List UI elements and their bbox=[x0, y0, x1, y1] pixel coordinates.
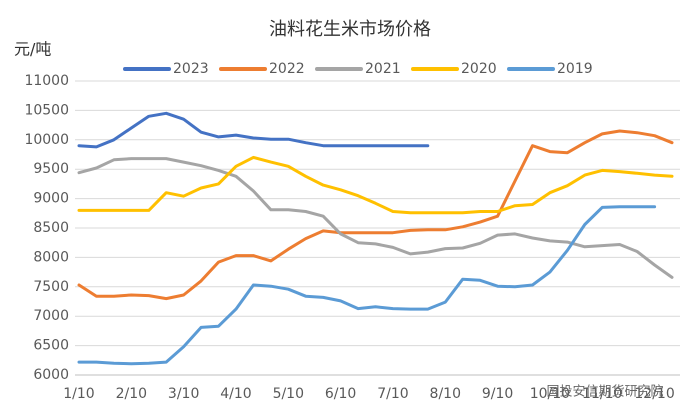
x-tick-label: 2/10 bbox=[116, 386, 147, 402]
x-tick-label: 3/10 bbox=[168, 386, 199, 402]
legend-label: 2019 bbox=[557, 61, 593, 77]
y-axis-label: 元/吨 bbox=[14, 40, 51, 59]
y-tick-label: 8500 bbox=[33, 220, 69, 236]
x-tick-label: 8/10 bbox=[430, 386, 461, 402]
x-tick-label: 4/10 bbox=[220, 386, 251, 402]
y-tick-label: 9000 bbox=[33, 191, 69, 207]
x-tick-label: 6/10 bbox=[325, 386, 356, 402]
series-line bbox=[77, 111, 430, 149]
watermark: 国投安信期货研究院 bbox=[546, 384, 663, 400]
legend-label: 2020 bbox=[461, 61, 497, 77]
y-tick-label: 8000 bbox=[33, 249, 69, 265]
y-tick-label: 10000 bbox=[24, 132, 69, 148]
y-tick-label: 6500 bbox=[33, 338, 69, 354]
y-tick-label: 7000 bbox=[33, 308, 69, 324]
y-tick-label: 7500 bbox=[33, 279, 69, 295]
y-tick-label: 6000 bbox=[33, 367, 69, 383]
y-tick-label: 9500 bbox=[33, 161, 69, 177]
x-tick-label: 12/10 bbox=[634, 386, 674, 402]
x-tick-label: 9/10 bbox=[482, 386, 513, 402]
y-tick-label: 10500 bbox=[24, 102, 69, 118]
series-line bbox=[77, 129, 674, 301]
x-tick-label: 11/10 bbox=[582, 386, 622, 402]
y-tick-label: 11000 bbox=[24, 73, 69, 89]
chart-title: 油料花生米市场价格 bbox=[269, 19, 431, 40]
series-line bbox=[77, 205, 657, 366]
legend-label: 2021 bbox=[365, 61, 401, 77]
x-tick-label: 7/10 bbox=[377, 386, 408, 402]
x-tick-label: 1/10 bbox=[63, 386, 94, 402]
legend-label: 2022 bbox=[269, 61, 305, 77]
x-tick-label: 10/10 bbox=[530, 386, 570, 402]
legend-label: 2023 bbox=[173, 61, 209, 77]
x-tick-label: 5/10 bbox=[273, 386, 304, 402]
series-line bbox=[77, 155, 674, 215]
